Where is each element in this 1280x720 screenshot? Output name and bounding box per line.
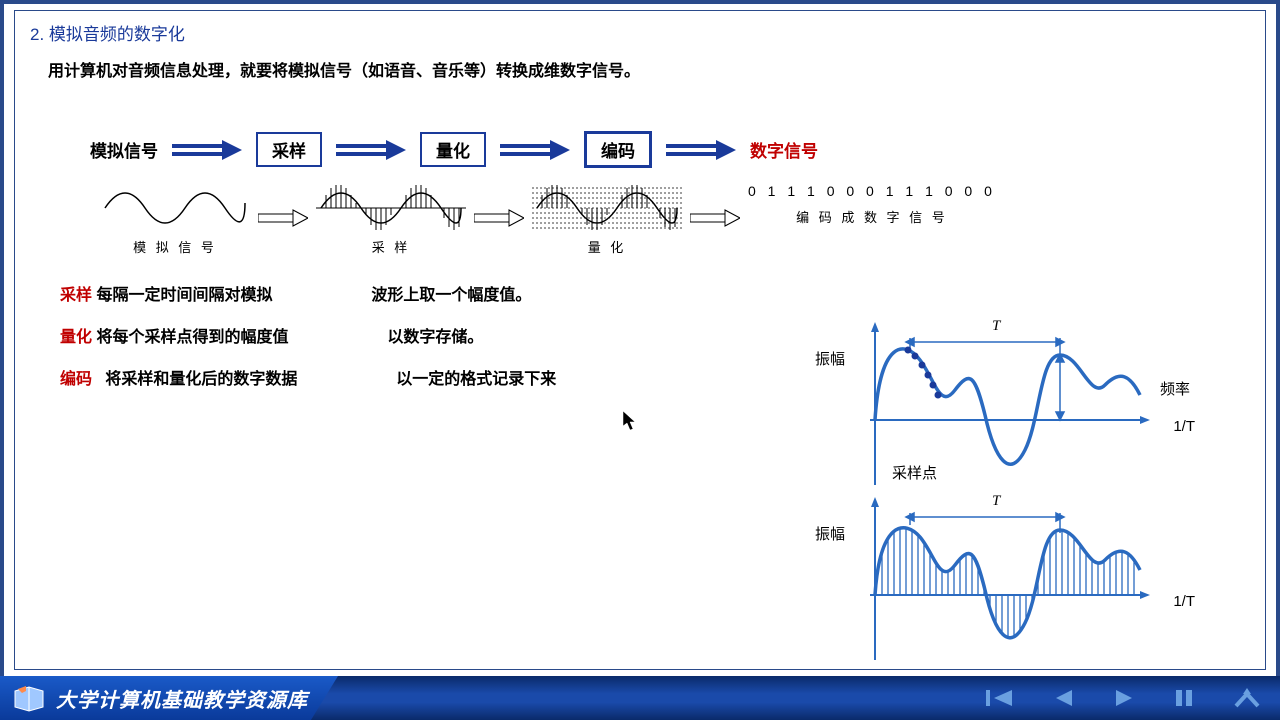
wave-svg-top xyxy=(820,320,1160,490)
footer-title-wrap: 大学计算机基础教学资源库 xyxy=(0,676,338,720)
illus-cap-quantize: 量 化 xyxy=(532,237,682,256)
illus-cap-sampling: 采 样 xyxy=(316,237,466,256)
illus-sampling: 采 样 xyxy=(316,183,466,256)
cursor-icon xyxy=(622,410,638,432)
illus-analog: 模 拟 信 号 xyxy=(100,183,250,256)
arrow-icon xyxy=(258,198,308,238)
bits-text: 0 1 1 1 0 0 0 1 1 1 0 0 0 xyxy=(748,183,996,199)
arrow-icon xyxy=(474,198,524,238)
wave-diagrams: 振幅 T 频率 1/T 采样点 xyxy=(820,320,1220,670)
def-text: 将采样和量化后的数字数据 xyxy=(105,371,297,388)
footer-bar: 大学计算机基础教学资源库 xyxy=(0,676,1280,720)
flow-step-quantize: 量化 xyxy=(420,132,486,167)
wave-diagram-bottom: 振幅 T 1/T xyxy=(820,495,1220,665)
process-flow: 模拟信号 采样 量化 编码 数字信号 xyxy=(90,131,1250,168)
illus-encode: 0 1 1 1 0 0 0 1 1 1 0 0 0 编 码 成 数 字 信 号 xyxy=(748,183,996,226)
def-sampling: 采样 每隔一定时间间隔对模拟 波形上取一个幅度值。 xyxy=(60,281,1250,305)
period-label: T xyxy=(992,493,1000,510)
rate-label: 1/T xyxy=(1173,418,1195,435)
illus-cap-encode: 编 码 成 数 字 信 号 xyxy=(748,207,996,226)
amplitude-label: 振幅 xyxy=(815,523,845,544)
pause-button[interactable] xyxy=(1174,688,1194,708)
amplitude-label: 振幅 xyxy=(815,348,845,369)
illus-quantize: 量 化 xyxy=(532,183,682,256)
first-button[interactable] xyxy=(986,688,1014,708)
period-label: T xyxy=(992,318,1000,335)
arrow-icon xyxy=(690,198,740,238)
arrow-icon xyxy=(172,140,242,160)
def-text: 以数字存储。 xyxy=(387,329,483,346)
def-text: 将每个采样点得到的幅度值 xyxy=(96,329,288,346)
footer-title: 大学计算机基础教学资源库 xyxy=(56,684,308,713)
flow-step-encode: 编码 xyxy=(584,131,652,168)
next-button[interactable] xyxy=(1114,688,1134,708)
flow-step-sampling: 采样 xyxy=(256,132,322,167)
nav-controls xyxy=(986,676,1260,720)
rate-label: 1/T xyxy=(1173,593,1195,610)
intro-text: 用计算机对音频信息处理，就要将模拟信号（如语音、音乐等）转换成维数字信号。 xyxy=(48,57,1250,81)
book-icon xyxy=(12,683,46,713)
def-text: 波形上取一个幅度值。 xyxy=(371,287,531,304)
freq-label: 频率 xyxy=(1160,378,1190,399)
arrow-icon xyxy=(500,140,570,160)
def-text: 每隔一定时间间隔对模拟 xyxy=(96,287,272,304)
illustration-row: 模 拟 信 号 采 样 xyxy=(100,183,1250,256)
flow-end: 数字信号 xyxy=(750,137,818,162)
section-title: 2. 模拟音频的数字化 xyxy=(30,20,1250,45)
def-text: 以一定的格式记录下来 xyxy=(396,371,556,388)
arrow-icon xyxy=(336,140,406,160)
def-key: 采样 xyxy=(60,287,92,304)
prev-button[interactable] xyxy=(1054,688,1074,708)
illus-cap-analog: 模 拟 信 号 xyxy=(100,237,250,256)
def-key: 量化 xyxy=(60,329,92,346)
flow-start: 模拟信号 xyxy=(90,137,158,162)
exit-button[interactable] xyxy=(1234,688,1260,708)
def-key: 编码 xyxy=(60,371,92,388)
arrow-icon xyxy=(666,140,736,160)
sample-point-label: 采样点 xyxy=(892,462,937,483)
wave-diagram-top: 振幅 T 频率 1/T 采样点 xyxy=(820,320,1220,490)
wave-svg-bottom xyxy=(820,495,1160,665)
